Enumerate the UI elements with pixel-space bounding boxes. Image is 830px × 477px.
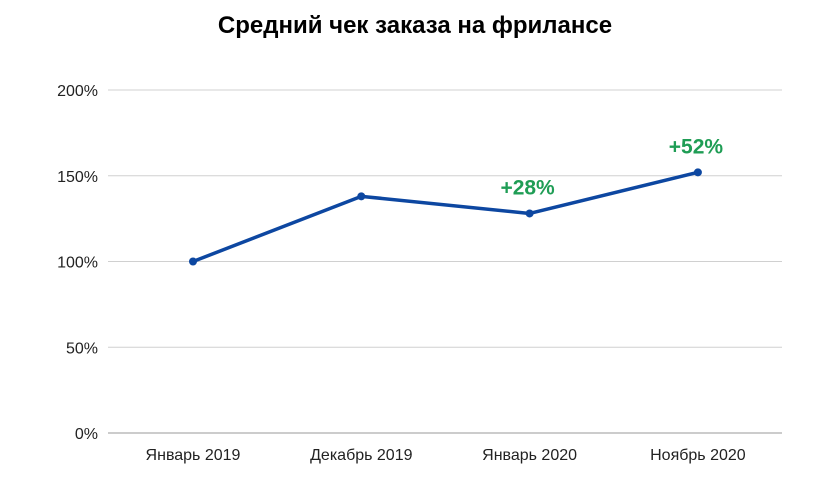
- y-tick-label: 200%: [57, 83, 98, 100]
- x-tick-label: Январь 2020: [482, 447, 577, 464]
- growth-annotation: +28%: [500, 176, 555, 199]
- y-tick-label: 100%: [57, 255, 98, 272]
- data-point: [693, 168, 702, 177]
- chart-title: Средний чек заказа на фрилансе: [217, 12, 613, 39]
- growth-annotation: +52%: [669, 135, 724, 158]
- y-tick-label: 150%: [57, 169, 98, 186]
- x-tick-label: Декабрь 2019: [310, 447, 413, 464]
- data-point: [357, 192, 366, 201]
- y-tick-label: 50%: [66, 340, 98, 357]
- data-point: [189, 257, 197, 266]
- series-line: [192, 170, 699, 264]
- x-tick-label: Ноябрь 2020: [650, 447, 746, 464]
- data-point: [525, 209, 534, 218]
- y-tick-label: 0%: [75, 426, 98, 443]
- x-tick-label: Январь 2019: [146, 447, 241, 464]
